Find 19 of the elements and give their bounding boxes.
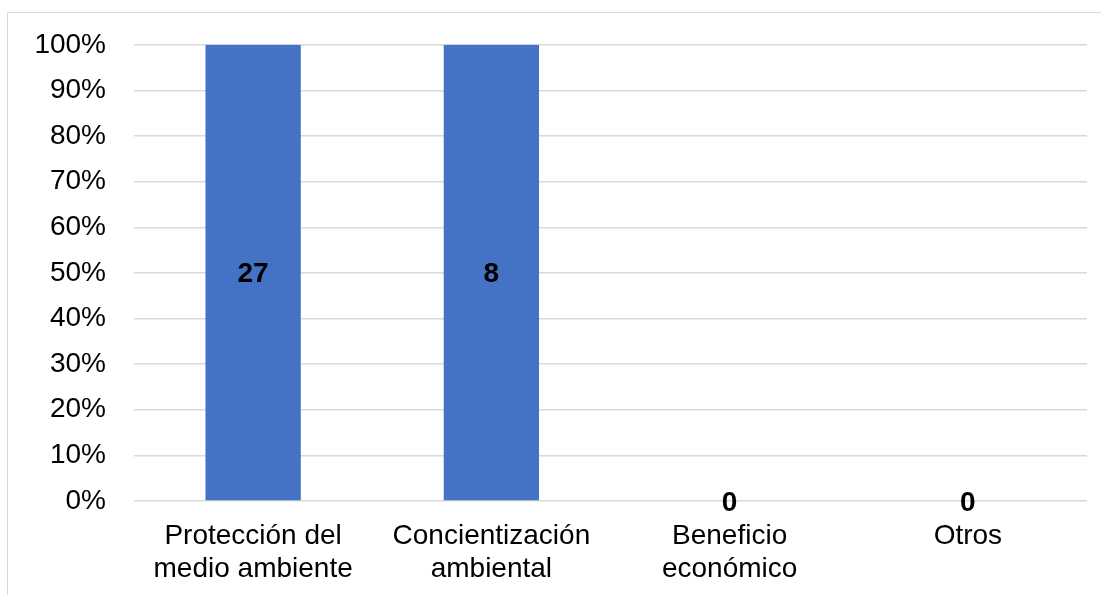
y-tick-label: 0% xyxy=(65,483,106,515)
y-tick-label: 80% xyxy=(49,118,106,150)
y-tick-label: 30% xyxy=(49,346,106,378)
x-tick-label: Beneficio económico xyxy=(661,519,798,584)
y-tick-label: 20% xyxy=(49,392,106,424)
x-tick-label: Protección del medio ambiente xyxy=(153,519,353,584)
annotation: 8 xyxy=(483,257,500,289)
y-tick-label: 90% xyxy=(49,73,106,105)
y-tick-label: 40% xyxy=(49,301,106,333)
x-tick-label: Otros xyxy=(933,519,1003,551)
y-tick-label: 70% xyxy=(49,164,106,196)
x-tick-label: Concientización ambiental xyxy=(392,519,591,584)
annotation: 27 xyxy=(237,257,269,289)
annotation: 0 xyxy=(960,485,976,517)
y-tick-label: 50% xyxy=(49,255,106,287)
annotation: 0 xyxy=(721,485,738,517)
y-tick-label: 100% xyxy=(34,27,106,59)
y-tick-label: 10% xyxy=(49,438,106,470)
y-tick-label: 60% xyxy=(49,210,106,241)
